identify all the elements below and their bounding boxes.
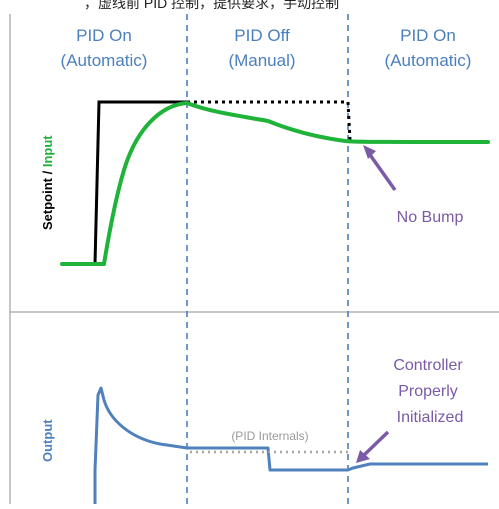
no-bump-arrow [366, 150, 397, 192]
phase-1-title: PID On [76, 26, 132, 45]
no-bump-label: No Bump [397, 209, 464, 226]
caption-fragment: ，虚线前 PID 控制，提供要求，手动控制 [84, 0, 339, 11]
setpoint-label: Setpoint [40, 177, 55, 230]
phase-3-mode: (Automatic) [385, 51, 472, 70]
top-axis-label: Setpoint / Input [40, 135, 55, 230]
axis-separator: / [40, 167, 55, 178]
phase-2-mode: (Manual) [228, 51, 295, 70]
input-line [60, 101, 490, 266]
controller-arrow [361, 430, 390, 458]
controller-label-2: Properly [398, 383, 458, 400]
controller-label-3: Initialized [397, 409, 464, 426]
output-axis-label: Output [40, 419, 55, 462]
input-label: Input [40, 135, 55, 167]
setpoint-line [62, 100, 187, 266]
controller-arrowhead [356, 450, 370, 463]
phase-3-title: PID On [400, 26, 456, 45]
setpoint-tracking-dotted [187, 100, 352, 141]
phase-2-title: PID Off [234, 26, 290, 45]
controller-label-1: Controller [393, 357, 463, 374]
no-bump-arrowhead [363, 145, 376, 159]
phase-1-mode: (Automatic) [61, 51, 148, 70]
output-line [93, 386, 488, 504]
pid-internals-label: (PID Internals) [231, 429, 308, 443]
